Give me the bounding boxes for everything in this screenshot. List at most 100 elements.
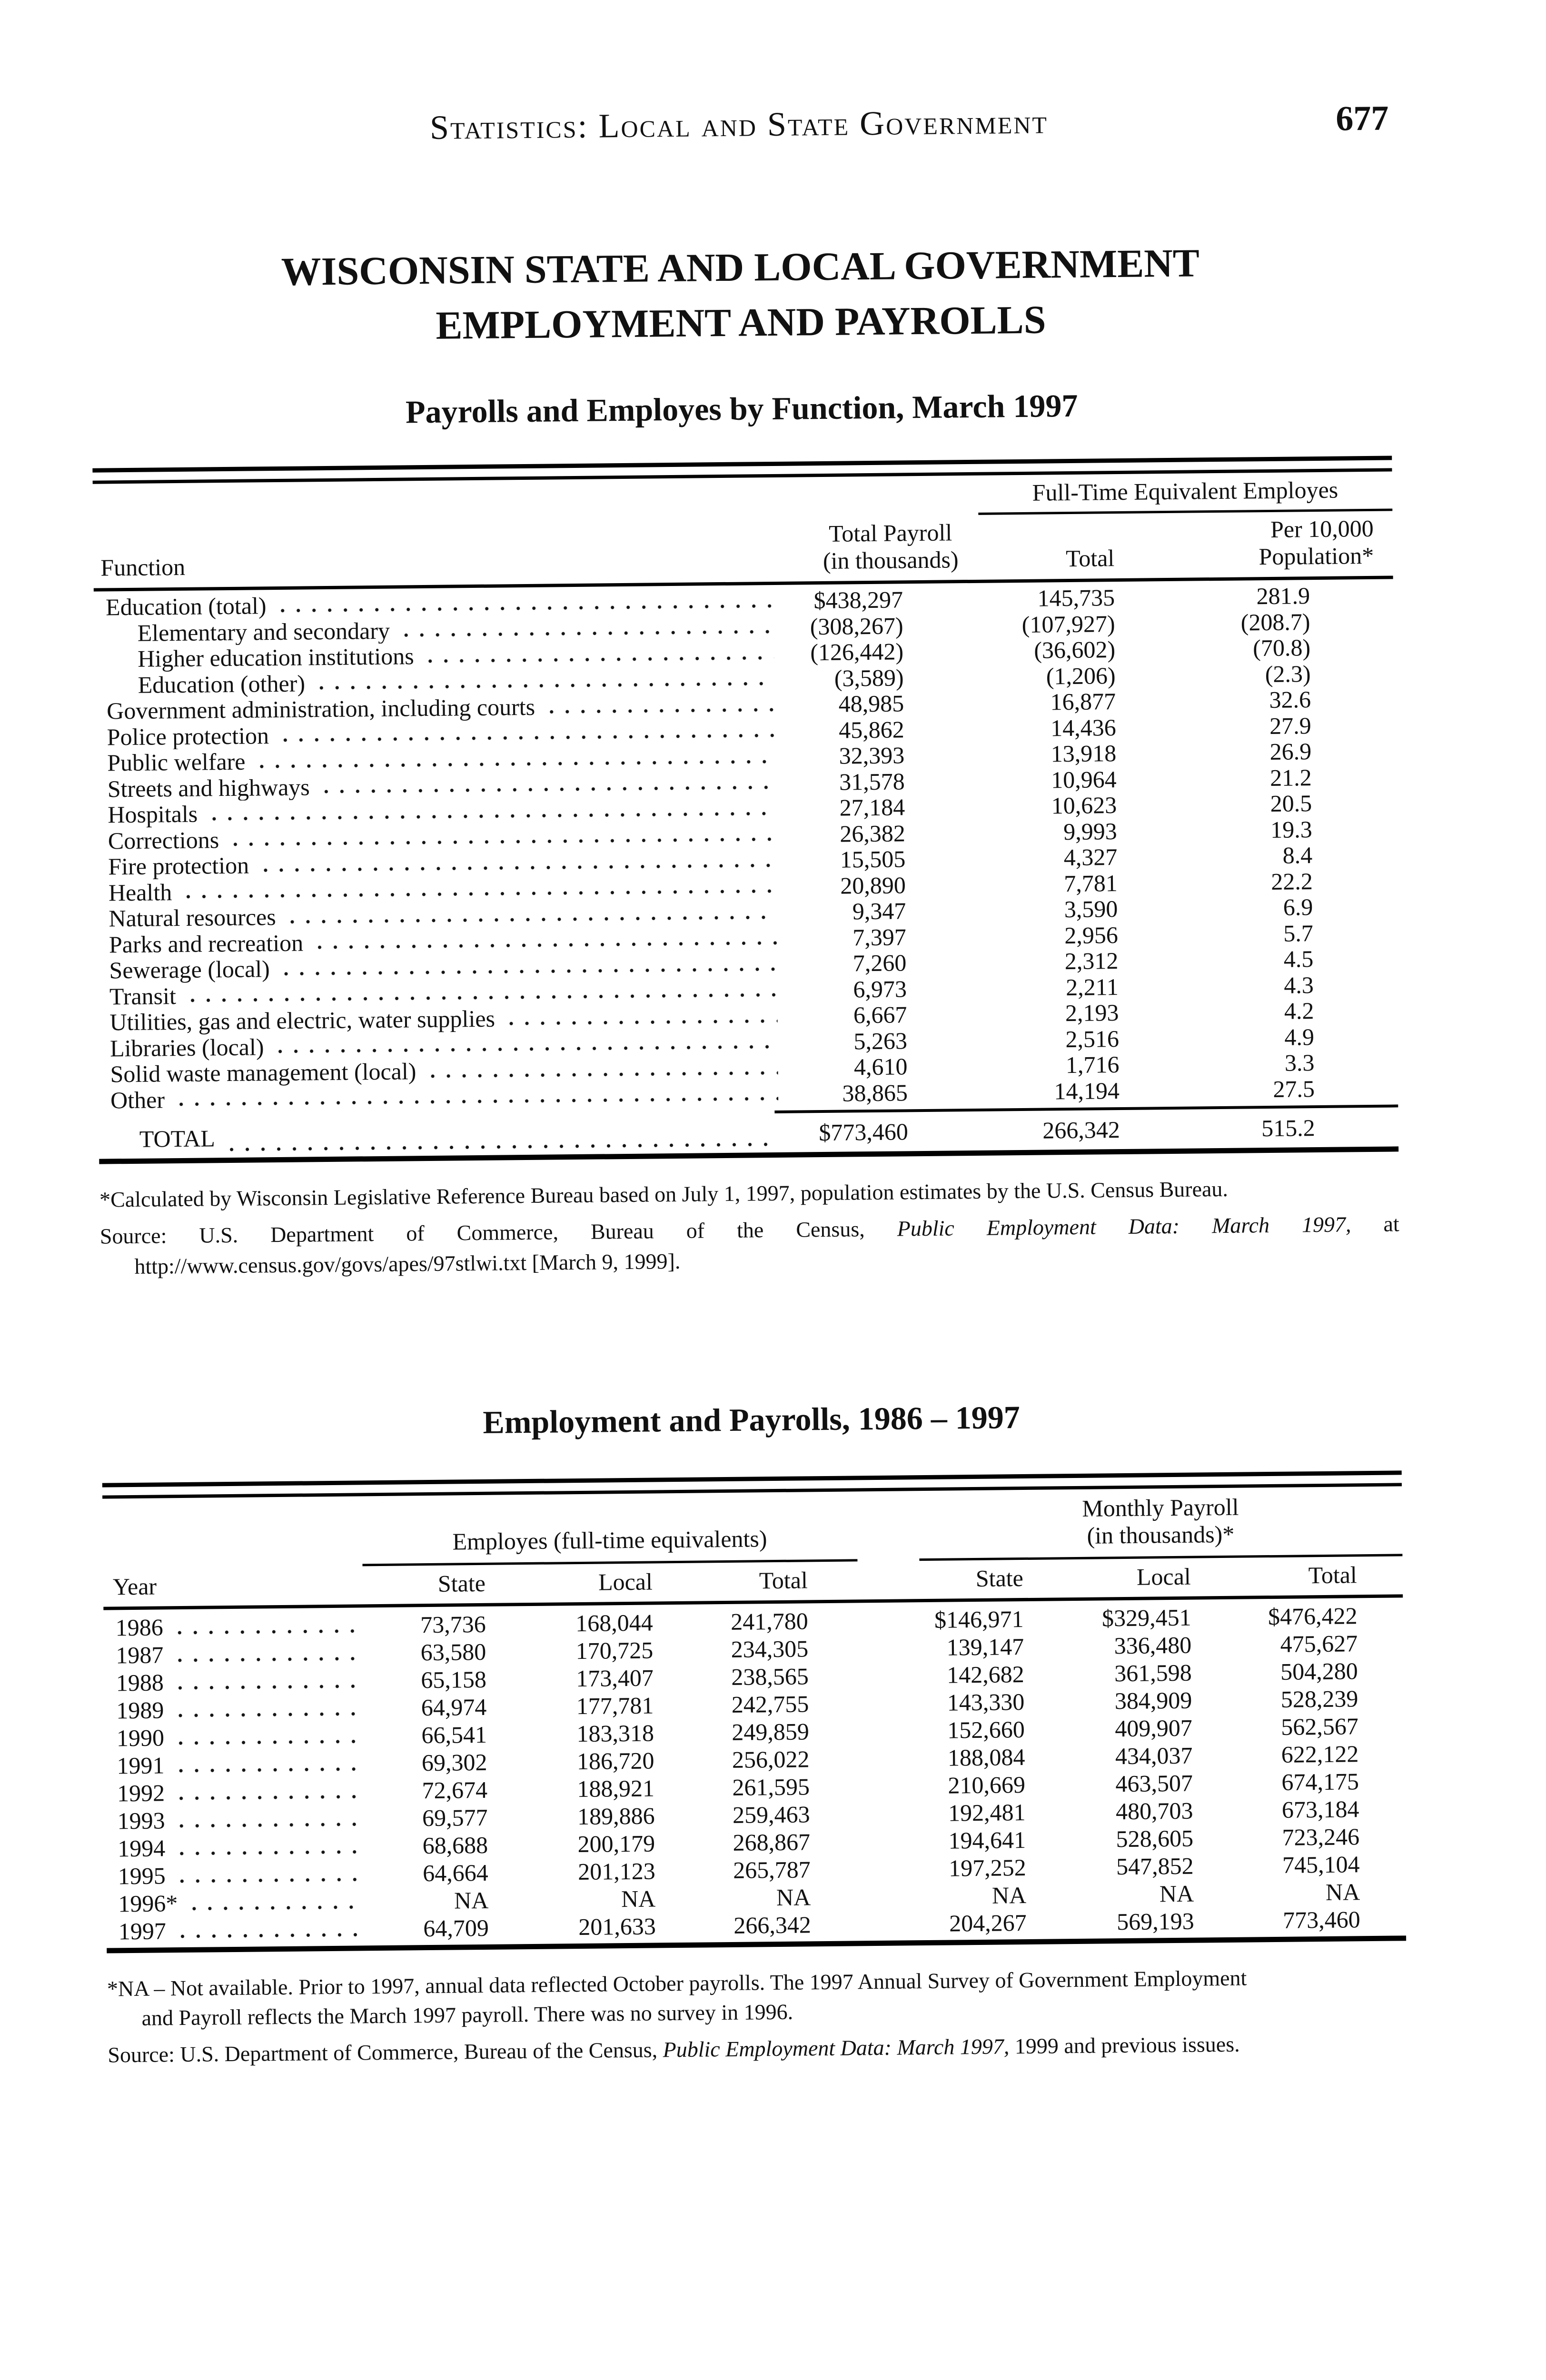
pay-total-value: 475,627 <box>1280 1630 1358 1657</box>
payroll-value: 9,347 <box>852 897 906 925</box>
pay-total-value: 674,175 <box>1281 1768 1359 1795</box>
emp-state-value: 64,709 <box>423 1914 489 1942</box>
row-label: Elementary and secondary <box>137 617 390 646</box>
row-label: 1986 <box>115 1614 163 1641</box>
payroll-value: 7,260 <box>852 949 907 977</box>
col-header-pay-state: State <box>975 1565 1024 1592</box>
payrolls-by-function-table: Full-Time Equivalent Employes Function T… <box>92 456 1399 1164</box>
per-10k-value: 4.3 <box>1284 971 1314 999</box>
row-label: 1987 <box>116 1641 164 1669</box>
payroll-value: 48,985 <box>838 690 904 717</box>
total-payroll-value: $773,460 <box>819 1118 909 1146</box>
row-label: Health <box>108 878 172 906</box>
employees-value: 9,993 <box>1063 817 1118 845</box>
per-10k-value: 6.9 <box>1283 893 1313 921</box>
emp-state-value: 69,577 <box>422 1804 488 1832</box>
running-header: Statistics: Local and State Government 6… <box>89 98 1389 151</box>
pay-total-value: 622,122 <box>1281 1740 1359 1768</box>
emp-local-value: NA <box>621 1885 656 1913</box>
row-label: Other <box>110 1086 165 1113</box>
row-label: Natural resources <box>109 903 276 932</box>
pay-state-value: 192,481 <box>948 1799 1026 1826</box>
employees-value: 2,193 <box>1065 999 1119 1027</box>
row-label: Parks and recreation <box>109 929 304 958</box>
col-header-emp-total: Total <box>759 1567 808 1594</box>
payroll-value: 6,667 <box>853 1001 907 1029</box>
payroll-value: (308,267) <box>810 612 903 640</box>
running-header-text: Statistics: Local and State Government <box>429 102 1049 147</box>
emp-total-value: 234,305 <box>731 1635 809 1663</box>
employees-value: 145,735 <box>1037 584 1115 612</box>
pay-total-value: 773,460 <box>1282 1906 1360 1934</box>
employees-value: 16,877 <box>1050 688 1116 715</box>
row-label-cell: 1996* <box>106 1887 366 1917</box>
employees-value: (107,927) <box>1021 610 1115 638</box>
payroll-value: 6,973 <box>853 975 907 1002</box>
per-10k-value: (2.3) <box>1265 660 1311 687</box>
row-label: Sewerage (local) <box>109 955 270 984</box>
emp-local-value: 170,725 <box>575 1636 654 1665</box>
per-10k-value: 27.5 <box>1273 1075 1315 1102</box>
emp-local-value: 186,720 <box>576 1747 654 1775</box>
emp-local-value: 200,179 <box>577 1830 655 1858</box>
col-header-per-10k: Per 10,000 Population* <box>1259 515 1374 570</box>
pay-local-value: 547,852 <box>1116 1852 1194 1880</box>
per-10k-value: 26.9 <box>1269 738 1312 765</box>
per-10k-value: 4.5 <box>1283 945 1314 972</box>
row-label-cell: 1992 <box>105 1777 365 1807</box>
table2-group-headers: Employes (full-time equivalents) Monthly… <box>102 1492 1403 1568</box>
dot-leader <box>398 628 774 638</box>
emp-local-value: 201,123 <box>577 1857 655 1885</box>
row-label: 1989 <box>116 1696 164 1724</box>
total-label-cell: TOTAL <box>99 1113 784 1159</box>
dot-leader <box>174 1876 360 1884</box>
payroll-value: $438,297 <box>813 586 903 614</box>
emp-total-value: 241,780 <box>730 1607 808 1635</box>
payroll-value: 45,862 <box>838 715 904 744</box>
employees-value: 2,312 <box>1064 947 1119 975</box>
row-label: Utilities, gas and electric, water suppl… <box>109 1005 496 1036</box>
pay-local-value: 409,907 <box>1115 1714 1193 1742</box>
per-10k-value: 3.3 <box>1284 1049 1315 1076</box>
emp-total-value: 238,565 <box>731 1663 809 1690</box>
row-label: 1992 <box>117 1779 165 1807</box>
emp-local-value: 189,886 <box>577 1802 655 1830</box>
table2-footnote: *NA – Not available. Prior to 1997, annu… <box>107 1962 1407 2033</box>
emp-state-value: 66,541 <box>421 1721 487 1749</box>
dot-leader <box>171 1628 357 1636</box>
row-label: 1996* <box>118 1890 178 1917</box>
col-header-function: Function <box>100 553 186 581</box>
row-label: Corrections <box>108 826 219 854</box>
emp-total-value: 259,463 <box>732 1801 810 1828</box>
col-header-emp-local: Local <box>598 1568 653 1596</box>
per-10k-value: 4.2 <box>1284 997 1314 1024</box>
emp-local-value: 188,921 <box>577 1775 655 1803</box>
total-label: TOTAL <box>139 1125 216 1152</box>
pay-local-value: 434,037 <box>1115 1742 1193 1770</box>
pay-state-value: NA <box>991 1882 1027 1909</box>
row-label-cell: 1991 <box>105 1749 365 1779</box>
row-label: 1997 <box>118 1917 167 1945</box>
row-label: Solid waste management (local) <box>110 1058 416 1088</box>
emp-local-value: 177,781 <box>576 1692 654 1720</box>
emp-state-value: 64,974 <box>421 1693 487 1721</box>
emp-total-value: NA <box>776 1884 811 1911</box>
pay-total-value: 528,239 <box>1280 1685 1358 1713</box>
row-label: Higher education institutions <box>137 643 414 672</box>
page-content: Statistics: Local and State Government 6… <box>89 98 1407 2071</box>
table1-source: Source: U.S. Department of Commerce, Bur… <box>100 1209 1400 1282</box>
per-10k-value: 19.3 <box>1270 815 1313 843</box>
dot-leader <box>504 1018 778 1026</box>
payroll-value: (3,589) <box>834 664 904 692</box>
table1-column-headers: Function Total Payroll (in thousands) To… <box>93 515 1393 585</box>
dot-leader <box>425 1070 778 1079</box>
col-header-year: Year <box>112 1573 157 1600</box>
emp-total-value: 261,595 <box>732 1773 810 1801</box>
pay-local-value: $329,451 <box>1101 1604 1191 1632</box>
payroll-value: 4,610 <box>853 1053 908 1081</box>
pay-total-value: 504,280 <box>1280 1657 1358 1685</box>
employees-value: 10,964 <box>1050 765 1117 793</box>
pay-state-value: 152,660 <box>947 1716 1025 1744</box>
dot-leader <box>223 1141 779 1153</box>
table2-source: Source: U.S. Department of Commerce, Bur… <box>108 2032 1240 2067</box>
